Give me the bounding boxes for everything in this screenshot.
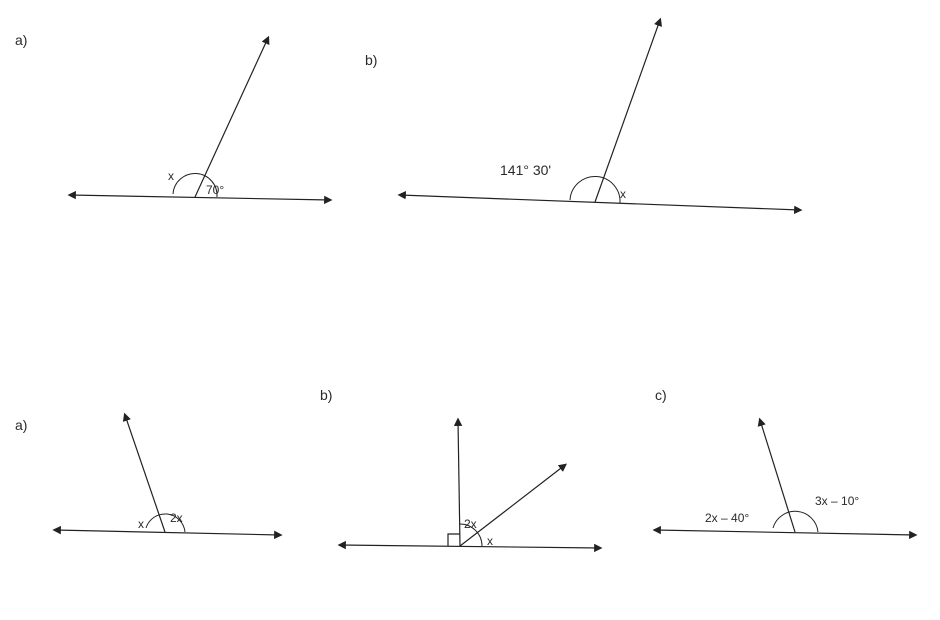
- baseline: [55, 530, 280, 535]
- row2-c-label: c): [655, 387, 667, 403]
- angle-label-x: x: [168, 169, 174, 183]
- baseline: [400, 195, 800, 210]
- ray: [195, 38, 268, 197]
- diagram-row1-b: 141° 30' x: [400, 20, 800, 210]
- baseline: [340, 545, 600, 548]
- ray-diagonal: [460, 465, 565, 546]
- angle-label-14130: 141° 30': [500, 162, 551, 178]
- ray: [595, 20, 660, 202]
- angle-label-x: x: [620, 187, 626, 201]
- angle-label-70: 70°: [206, 183, 224, 197]
- diagram-row2-b: 2x x: [340, 420, 600, 548]
- baseline: [70, 195, 330, 200]
- row2-b-label: b): [320, 387, 332, 403]
- diagram-row2-a: x 2x: [55, 415, 280, 535]
- right-angle-mark: [448, 534, 460, 546]
- baseline: [655, 530, 915, 535]
- row1-a-label: a): [15, 32, 27, 48]
- angle-label-right: 3x – 10°: [815, 494, 859, 508]
- angle-label-left: 2x – 40°: [705, 511, 749, 525]
- diagram-row1-a: x 70°: [70, 38, 330, 200]
- ray-vertical: [458, 420, 460, 546]
- angle-arc: [773, 511, 818, 532]
- row1-b-label: b): [365, 52, 377, 68]
- worksheet-canvas: a) x 70° b) 141° 30' x a) x 2x b): [0, 0, 940, 620]
- angle-label-2x: 2x: [170, 511, 183, 525]
- diagram-row2-c: 2x – 40° 3x – 10°: [655, 420, 915, 535]
- angle-label-2x: 2x: [464, 517, 477, 531]
- angle-arc: [570, 176, 620, 203]
- angle-label-x: x: [138, 517, 144, 531]
- angle-label-x: x: [487, 534, 493, 548]
- ray: [760, 420, 795, 532]
- row2-a-label: a): [15, 417, 27, 433]
